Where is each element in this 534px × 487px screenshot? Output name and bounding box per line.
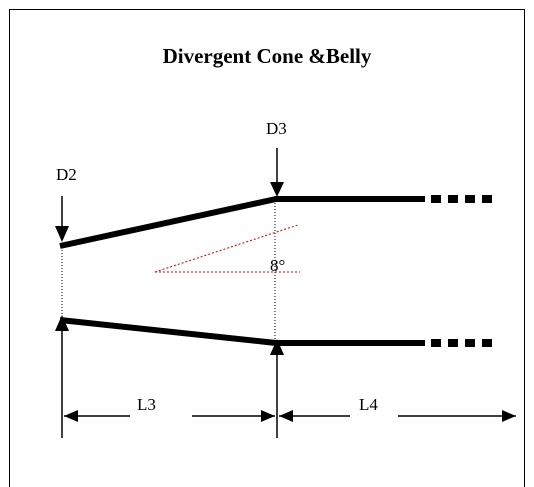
d3-top-arrow bbox=[270, 148, 284, 197]
diagram-title: Divergent Cone &Belly bbox=[162, 44, 372, 68]
lower-cone-wall bbox=[59, 317, 277, 346]
d2-top-arrow bbox=[55, 196, 69, 242]
l4-dimension bbox=[279, 410, 516, 422]
upper-continuation-dashes bbox=[431, 195, 492, 203]
angle-guide bbox=[154, 224, 300, 273]
upper-cone-wall bbox=[59, 196, 277, 249]
l3-label: L3 bbox=[137, 395, 156, 414]
angle-label: 8° bbox=[270, 256, 286, 275]
d2-bottom-arrow bbox=[55, 315, 69, 438]
d3-label: D3 bbox=[266, 119, 287, 138]
diagram-frame bbox=[9, 9, 525, 487]
d3-bottom-arrow bbox=[270, 339, 284, 438]
d2-label: D2 bbox=[56, 165, 77, 184]
l4-label: L4 bbox=[359, 395, 378, 414]
l3-dimension bbox=[64, 410, 275, 422]
lower-continuation-dashes bbox=[431, 339, 492, 347]
